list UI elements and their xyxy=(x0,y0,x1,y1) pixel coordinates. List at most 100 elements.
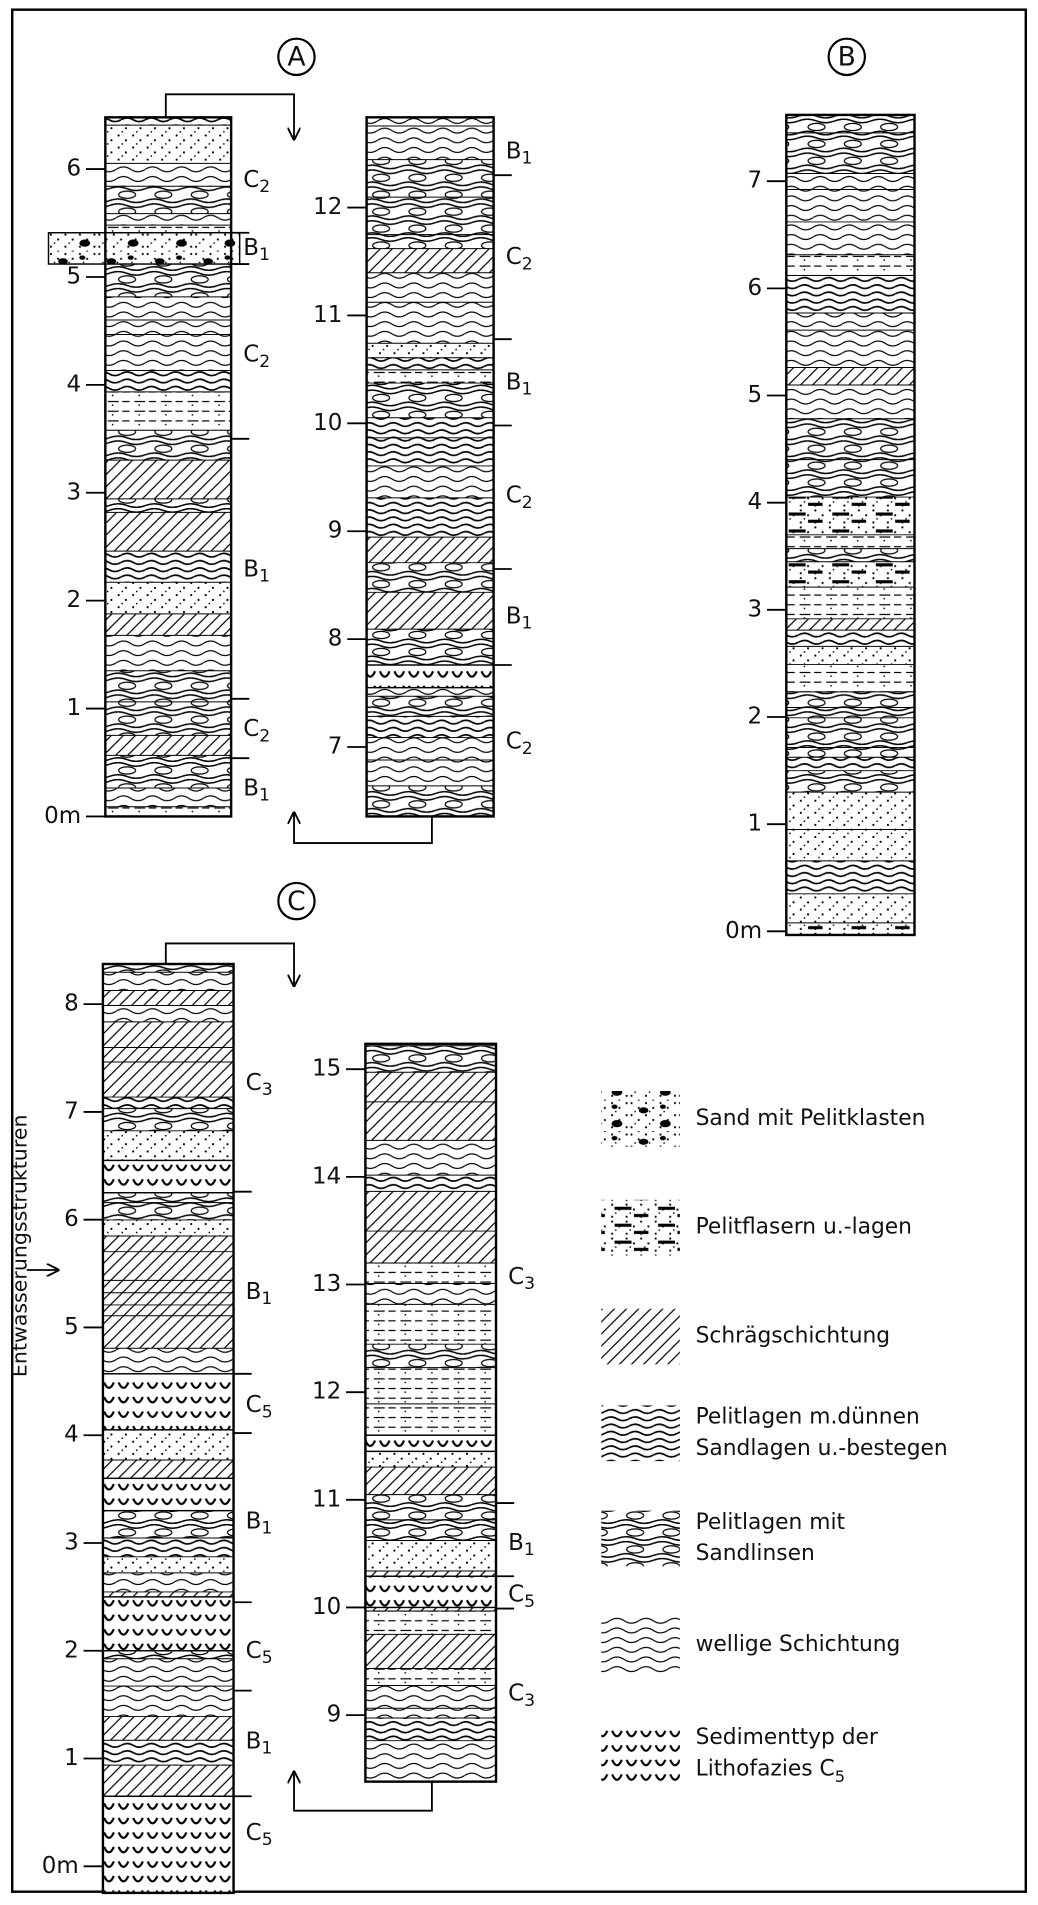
legend-item: wellige Schichtung xyxy=(601,1617,900,1673)
depth-label: 7 xyxy=(747,168,762,194)
facies-label: B1 xyxy=(243,775,270,806)
layer xyxy=(786,549,914,562)
layer xyxy=(367,738,494,760)
layer xyxy=(105,460,231,499)
depth-label: 7 xyxy=(64,1098,79,1124)
strat-column: 0m123456C2B1C2B1C2B1 xyxy=(44,117,270,829)
layer xyxy=(103,1717,234,1741)
depth-label: 0m xyxy=(44,803,81,829)
facies-label: C3 xyxy=(508,1680,535,1711)
depth-label: 4 xyxy=(67,371,82,397)
facies-label: C2 xyxy=(243,341,270,372)
legend-text: Sandlinsen xyxy=(696,1541,815,1566)
facies-label: B1 xyxy=(246,1508,273,1539)
legend-text: Schrägschichtung xyxy=(696,1324,891,1349)
depth-label: 15 xyxy=(312,1056,341,1082)
layer xyxy=(365,1708,496,1718)
layer xyxy=(786,587,914,619)
layer xyxy=(105,551,231,582)
layer xyxy=(786,830,914,861)
layer xyxy=(786,497,914,535)
layer xyxy=(786,419,914,460)
layer xyxy=(365,1520,496,1541)
layer xyxy=(786,275,914,313)
layer xyxy=(367,249,494,273)
layer xyxy=(105,614,231,635)
legend-symbol xyxy=(601,1309,680,1365)
panel-label: A xyxy=(287,42,305,73)
layer xyxy=(367,498,494,537)
layer xyxy=(367,370,494,383)
layer xyxy=(103,1252,234,1281)
layer xyxy=(786,330,914,367)
legend-symbol xyxy=(601,1091,680,1147)
layer xyxy=(105,582,231,614)
layer xyxy=(365,1611,496,1634)
layer xyxy=(367,760,494,786)
depth-label: 10 xyxy=(312,1594,341,1620)
layer xyxy=(365,1263,496,1283)
layer xyxy=(103,1109,234,1131)
legend-text: Pelitlagen mit xyxy=(696,1510,846,1535)
legend-symbol xyxy=(601,1405,680,1461)
layer xyxy=(367,629,494,667)
layer xyxy=(365,1344,496,1367)
columns: 0m123456C2B1C2B1C2B1789101112B1C2B1C2B1C… xyxy=(42,115,915,1893)
facies-label: C3 xyxy=(246,1069,273,1100)
depth-label: 6 xyxy=(64,1206,79,1232)
facies-label: B1 xyxy=(246,1728,273,1759)
depth-label: 8 xyxy=(64,991,79,1017)
layer xyxy=(103,1062,234,1097)
depth-label: 0m xyxy=(42,1853,79,1879)
legend-item: Pelitlagen m.dünnen Sandlagen u.-bestegen xyxy=(601,1405,947,1462)
layer xyxy=(103,1160,234,1192)
layer xyxy=(365,1741,496,1782)
depth-label: 13 xyxy=(312,1271,341,1297)
layer xyxy=(367,418,494,438)
layer xyxy=(367,466,494,498)
layer xyxy=(365,1576,496,1607)
layer xyxy=(103,991,234,1006)
legend-item: Pelitlagen mit Sandlinsen xyxy=(601,1510,845,1567)
facies-label: C2 xyxy=(506,482,533,513)
layer xyxy=(365,1634,496,1668)
layer xyxy=(367,358,494,370)
layer xyxy=(103,1316,234,1348)
layer xyxy=(786,707,914,717)
layer xyxy=(105,499,231,513)
layer xyxy=(786,748,914,758)
legend-item: Sand mit Pelitklasten xyxy=(601,1091,925,1147)
layer xyxy=(105,214,231,226)
layer xyxy=(48,233,239,264)
layer xyxy=(105,320,231,334)
layer xyxy=(103,1236,234,1252)
layer xyxy=(367,383,494,418)
layer xyxy=(786,535,914,549)
layer xyxy=(786,562,914,587)
legend-text: Sandlagen u.-bestegen xyxy=(696,1436,948,1461)
panel-label: B xyxy=(838,42,856,73)
facies-label: B1 xyxy=(506,138,533,169)
depth-label: 3 xyxy=(747,596,762,622)
layer xyxy=(786,792,914,829)
legend-text: Pelitlagen m.dünnen xyxy=(696,1405,920,1430)
layer xyxy=(103,1131,234,1162)
layer xyxy=(103,1097,234,1109)
layer xyxy=(786,630,914,646)
facies-label: B1 xyxy=(506,369,533,400)
facies-label: C5 xyxy=(246,1819,273,1850)
layer xyxy=(103,1796,234,1893)
layer xyxy=(105,297,231,320)
layer xyxy=(103,1006,234,1022)
layer xyxy=(103,1557,234,1573)
layer xyxy=(786,368,914,385)
layer xyxy=(103,1478,234,1510)
layer xyxy=(365,1495,496,1520)
layer xyxy=(786,460,914,497)
layer xyxy=(103,1597,234,1651)
legend-item: Schrägschichtung xyxy=(601,1309,890,1365)
layer xyxy=(786,718,914,748)
layer xyxy=(786,115,914,133)
depth-label: 12 xyxy=(313,194,342,220)
layer xyxy=(786,619,914,630)
